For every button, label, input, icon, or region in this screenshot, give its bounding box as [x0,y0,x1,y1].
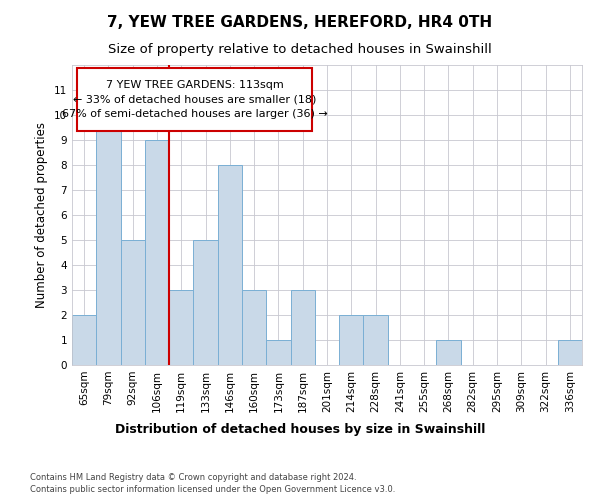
Text: Contains public sector information licensed under the Open Government Licence v3: Contains public sector information licen… [30,485,395,494]
Bar [145,140,169,365]
Bar [364,315,388,365]
Bar [242,290,266,365]
Text: Distribution of detached houses by size in Swainshill: Distribution of detached houses by size … [115,422,485,436]
Text: Contains HM Land Registry data © Crown copyright and database right 2024.: Contains HM Land Registry data © Crown c… [30,472,356,482]
Text: Size of property relative to detached houses in Swainshill: Size of property relative to detached ho… [108,42,492,56]
Bar [169,290,193,365]
Bar [266,340,290,365]
Bar [339,315,364,365]
Text: 7, YEW TREE GARDENS, HEREFORD, HR4 0TH: 7, YEW TREE GARDENS, HEREFORD, HR4 0TH [107,15,493,30]
Bar [96,115,121,365]
Text: 7 YEW TREE GARDENS: 113sqm
← 33% of detached houses are smaller (18)
67% of semi: 7 YEW TREE GARDENS: 113sqm ← 33% of deta… [62,80,327,120]
Bar [290,290,315,365]
Bar [436,340,461,365]
Bar [558,340,582,365]
Bar [121,240,145,365]
Bar [193,240,218,365]
Bar [218,165,242,365]
Y-axis label: Number of detached properties: Number of detached properties [35,122,49,308]
FancyBboxPatch shape [77,68,312,131]
Bar [72,315,96,365]
